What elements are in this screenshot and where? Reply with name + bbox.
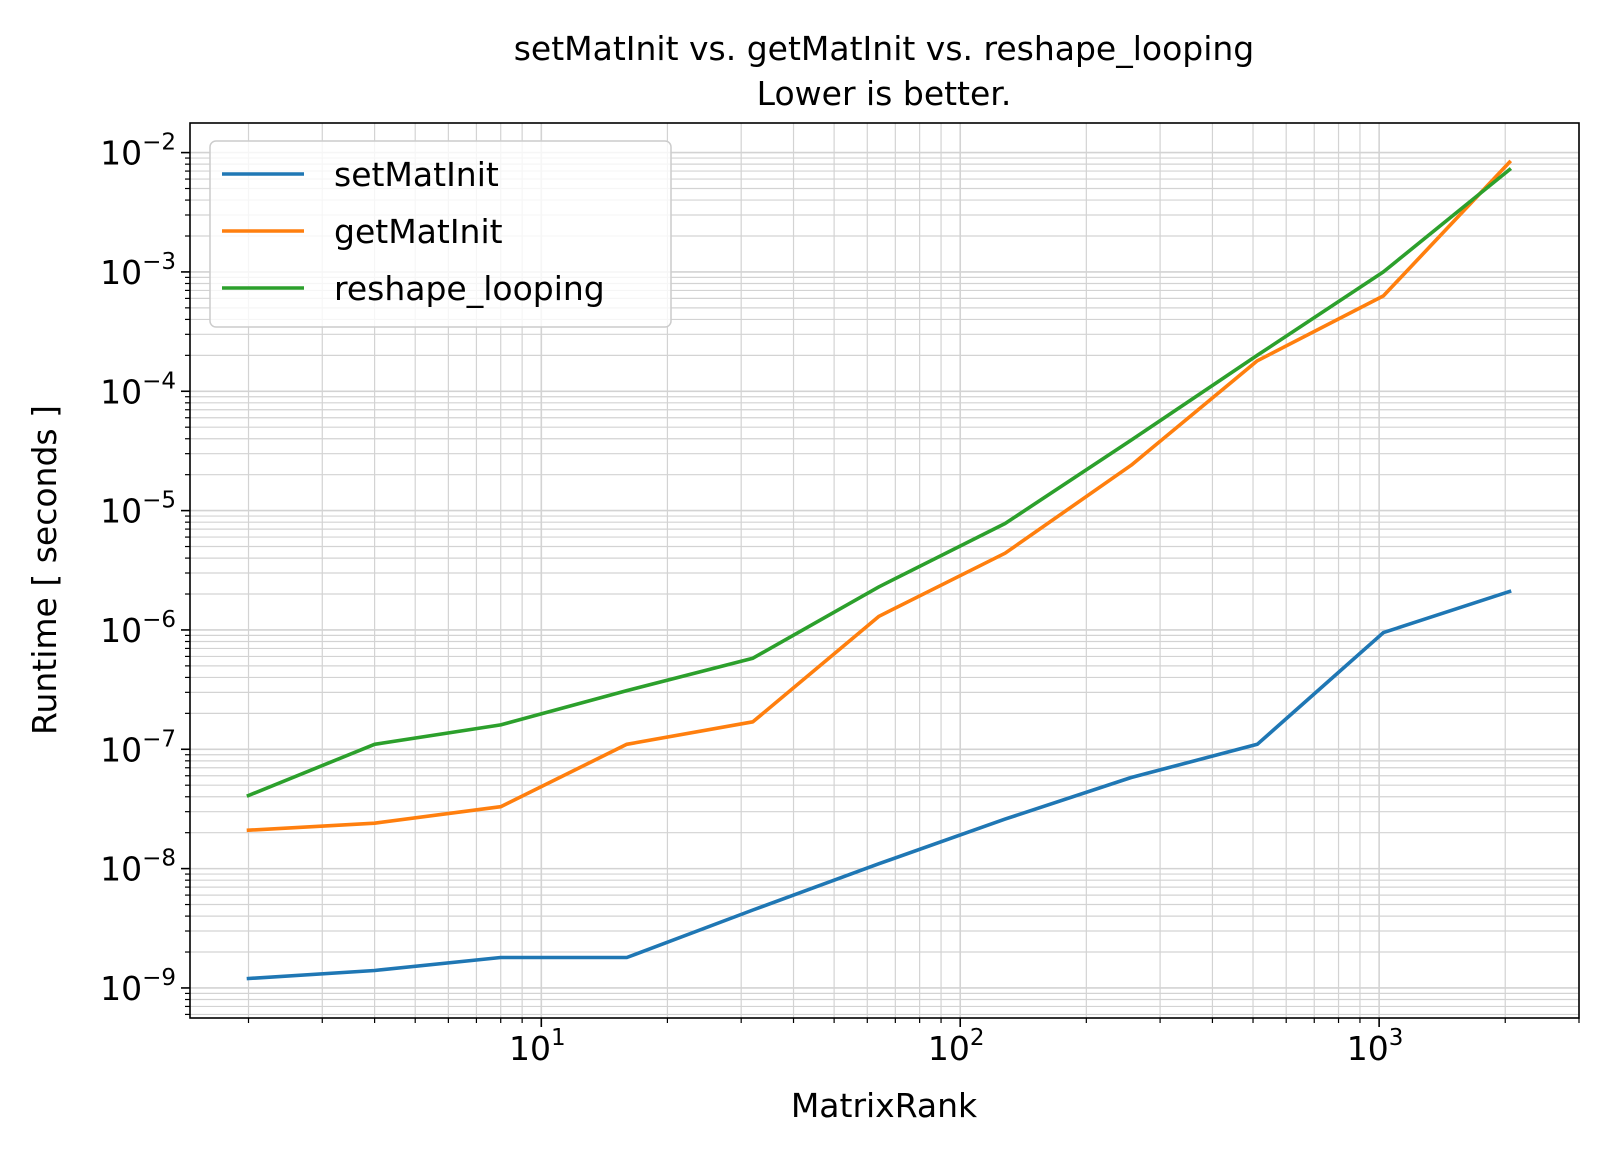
legend: setMatInit getMatInit reshape_looping bbox=[209, 140, 672, 328]
y-tick-label: 10−5 bbox=[100, 488, 176, 531]
y-axis-label: Runtime [ seconds ] bbox=[25, 405, 64, 735]
y-tick-label: 10−2 bbox=[100, 130, 176, 173]
legend-label-reshape-looping: reshape_looping bbox=[334, 269, 605, 308]
legend-frame bbox=[209, 140, 672, 328]
legend-label-setmatinit: setMatInit bbox=[334, 155, 499, 194]
y-tick-label: 10−3 bbox=[100, 249, 176, 292]
y-tick-label: 10−8 bbox=[100, 846, 176, 889]
x-tick-label: 103 bbox=[1347, 1025, 1404, 1068]
y-tick-label: 10−6 bbox=[100, 607, 176, 650]
chart-title: setMatInit vs. getMatInit vs. reshape_lo… bbox=[514, 29, 1255, 68]
legend-label-getmatinit: getMatInit bbox=[334, 212, 503, 251]
series-line-setmatinit bbox=[246, 589, 1512, 981]
x-tick-label: 101 bbox=[509, 1025, 566, 1068]
x-axis-ticks: 101 102 103 bbox=[247, 1018, 1580, 1068]
series-line-getmatinit bbox=[246, 159, 1513, 833]
y-tick-label: 10−4 bbox=[100, 368, 176, 411]
x-tick-label: 102 bbox=[928, 1025, 985, 1068]
series-lines bbox=[246, 159, 1513, 981]
series-line-reshape-looping bbox=[246, 167, 1513, 798]
y-tick-label: 10−9 bbox=[100, 965, 176, 1008]
y-axis-ticks: 10−9 10−8 10−7 10−6 10−5 10−4 10−3 10−2 bbox=[100, 130, 190, 1016]
y-tick-label: 10−7 bbox=[100, 726, 176, 769]
x-axis-label: MatrixRank bbox=[791, 1086, 978, 1125]
chart-subtitle: Lower is better. bbox=[757, 74, 1012, 113]
plot-frame bbox=[189, 122, 1580, 1019]
